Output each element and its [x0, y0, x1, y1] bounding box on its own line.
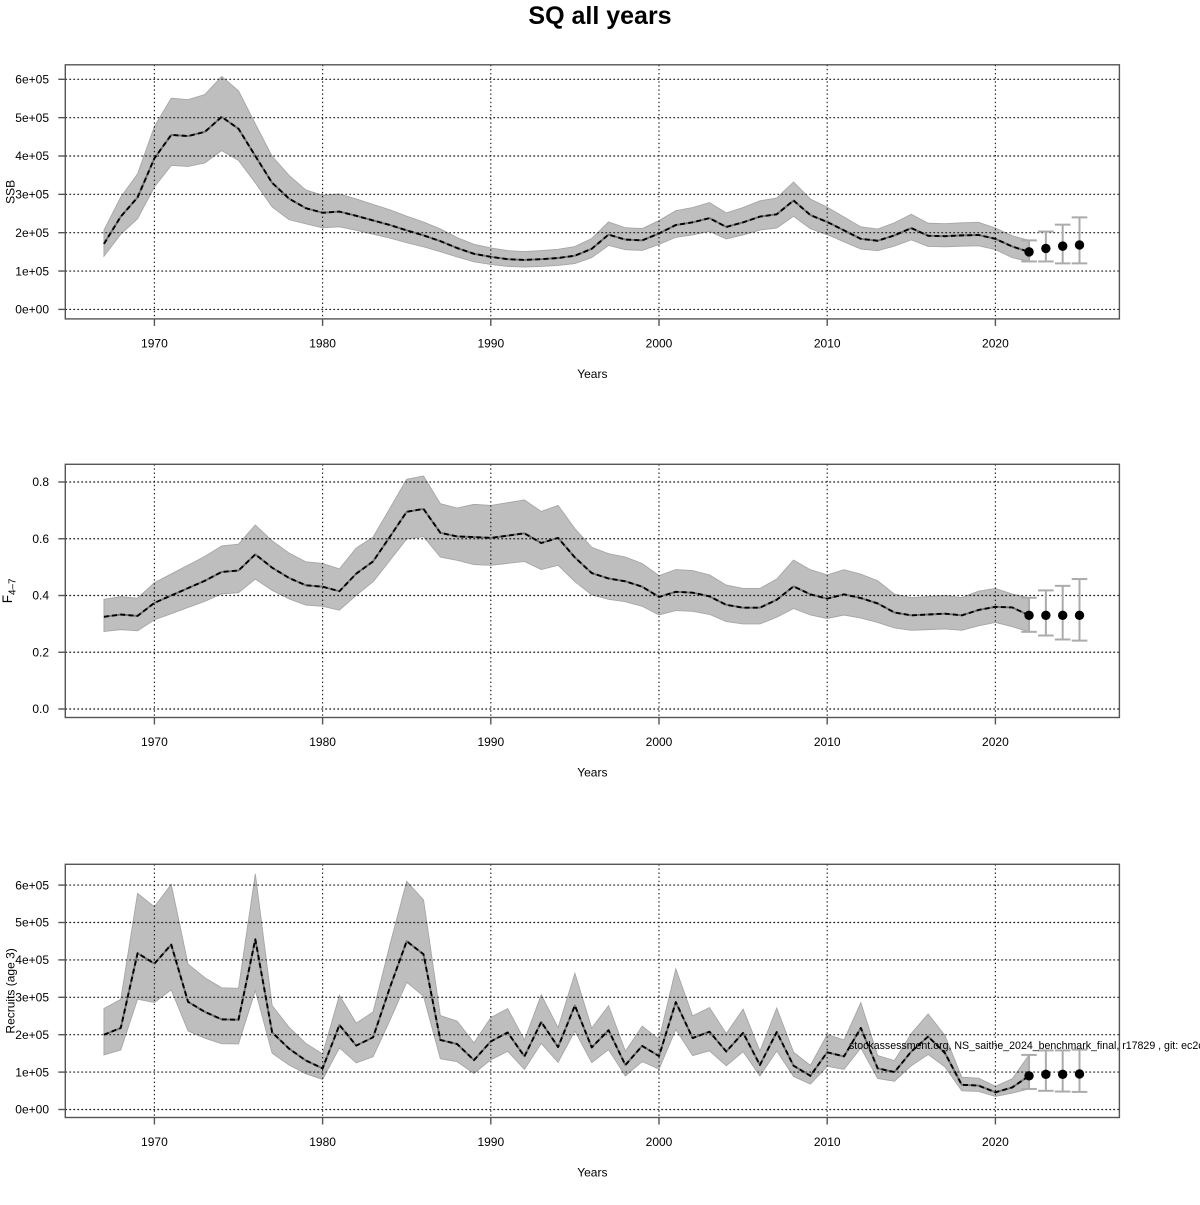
svg-text:1970: 1970 — [141, 1135, 168, 1149]
svg-text:0.8: 0.8 — [32, 475, 49, 489]
svg-text:stockassessment.org, NS_saithe: stockassessment.org, NS_saithe_2024_benc… — [849, 1040, 1200, 1052]
svg-text:2010: 2010 — [814, 1135, 841, 1149]
svg-text:Years: Years — [577, 367, 607, 381]
svg-text:2000: 2000 — [646, 1135, 673, 1149]
svg-text:2010: 2010 — [814, 337, 841, 351]
svg-text:2020: 2020 — [982, 1135, 1009, 1149]
svg-text:1e+05: 1e+05 — [15, 264, 49, 278]
svg-text:Years: Years — [577, 766, 607, 780]
svg-text:Recruits (age 3): Recruits (age 3) — [4, 948, 18, 1033]
svg-text:6e+05: 6e+05 — [15, 73, 49, 87]
svg-text:1980: 1980 — [309, 1135, 336, 1149]
svg-text:1e+05: 1e+05 — [15, 1065, 49, 1079]
svg-text:1970: 1970 — [141, 337, 168, 351]
svg-text:3e+05: 3e+05 — [15, 991, 49, 1005]
svg-text:1980: 1980 — [309, 337, 336, 351]
svg-text:0e+00: 0e+00 — [15, 1103, 49, 1117]
svg-text:3e+05: 3e+05 — [15, 188, 49, 202]
svg-text:5e+05: 5e+05 — [15, 111, 49, 125]
svg-text:1990: 1990 — [477, 1135, 504, 1149]
svg-text:0.4: 0.4 — [32, 589, 49, 603]
svg-text:4e+05: 4e+05 — [15, 953, 49, 967]
svg-text:1990: 1990 — [477, 735, 504, 749]
svg-text:0.2: 0.2 — [32, 645, 49, 659]
svg-text:2000: 2000 — [646, 735, 673, 749]
svg-text:2e+05: 2e+05 — [15, 226, 49, 240]
svg-text:2020: 2020 — [982, 337, 1009, 351]
svg-text:2010: 2010 — [814, 735, 841, 749]
svg-text:1970: 1970 — [141, 735, 168, 749]
svg-text:SSB: SSB — [4, 180, 18, 204]
svg-text:2020: 2020 — [982, 735, 1009, 749]
svg-text:2e+05: 2e+05 — [15, 1028, 49, 1042]
svg-text:1990: 1990 — [477, 337, 504, 351]
svg-text:0.0: 0.0 — [32, 702, 49, 716]
svg-text:5e+05: 5e+05 — [15, 916, 49, 930]
svg-text:1980: 1980 — [309, 735, 336, 749]
svg-text:Years: Years — [577, 1166, 607, 1180]
svg-text:0.6: 0.6 — [32, 532, 49, 546]
svg-text:0e+00: 0e+00 — [15, 303, 49, 317]
svg-text:2000: 2000 — [646, 337, 673, 351]
svg-text:4e+05: 4e+05 — [15, 149, 49, 163]
svg-text:6e+05: 6e+05 — [15, 878, 49, 892]
svg-text:SQ all years: SQ all years — [528, 2, 671, 30]
